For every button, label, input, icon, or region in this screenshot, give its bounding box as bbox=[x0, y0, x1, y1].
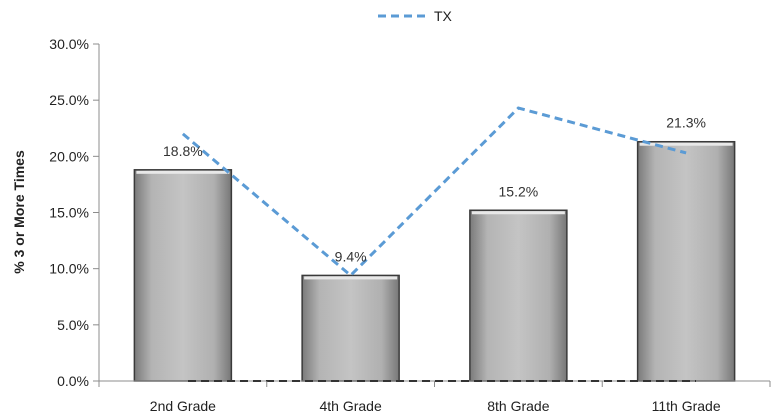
bar-2 bbox=[301, 274, 400, 382]
bar-3 bbox=[469, 209, 568, 382]
bars bbox=[133, 140, 736, 382]
y-axis-title: % 3 or More Times bbox=[11, 150, 27, 274]
y-tick-label: 15.0% bbox=[49, 205, 89, 221]
bar-value-label: 21.3% bbox=[666, 115, 706, 131]
y-tick-label: 0.0% bbox=[57, 373, 89, 389]
bar-top-highlight bbox=[471, 211, 565, 215]
y-tick-label: 5.0% bbox=[57, 317, 89, 333]
bar-value-label: 9.4% bbox=[335, 248, 367, 264]
x-tick-label: 2nd Grade bbox=[150, 398, 216, 414]
y-axis-ticks: 0.0% 5.0% 10.0% 15.0% 20.0% 25.0% 30.0% bbox=[49, 36, 99, 389]
bar-body bbox=[133, 169, 233, 382]
y-tick-label: 20.0% bbox=[49, 148, 89, 164]
tx-series-line bbox=[181, 106, 687, 278]
bar-body bbox=[469, 209, 568, 382]
legend-tx-label: TX bbox=[434, 8, 453, 24]
bar-body bbox=[636, 140, 736, 382]
x-tick-label: 8th Grade bbox=[487, 398, 549, 414]
bar-value-label: 15.2% bbox=[499, 183, 539, 199]
bar-value-label: 18.8% bbox=[163, 143, 203, 159]
data-labels: 18.8% 9.4% 15.2% 21.3% bbox=[163, 115, 706, 265]
x-tick-label: 11th Grade bbox=[652, 398, 721, 414]
x-tick-label: 4th Grade bbox=[319, 398, 381, 414]
y-tick-label: 25.0% bbox=[49, 92, 89, 108]
x-axis-ticks: 2nd Grade 4th Grade 8th Grade 11th Grade bbox=[98, 381, 771, 414]
y-tick-label: 30.0% bbox=[49, 36, 89, 52]
bar-4 bbox=[636, 140, 736, 382]
bar-top-highlight bbox=[136, 170, 230, 174]
y-tick-label: 10.0% bbox=[49, 261, 89, 277]
bar-top-highlight bbox=[304, 276, 398, 280]
bar-top-highlight bbox=[639, 142, 733, 146]
bar-body bbox=[301, 274, 400, 382]
bar-1 bbox=[133, 169, 233, 382]
legend: TX bbox=[378, 8, 453, 24]
